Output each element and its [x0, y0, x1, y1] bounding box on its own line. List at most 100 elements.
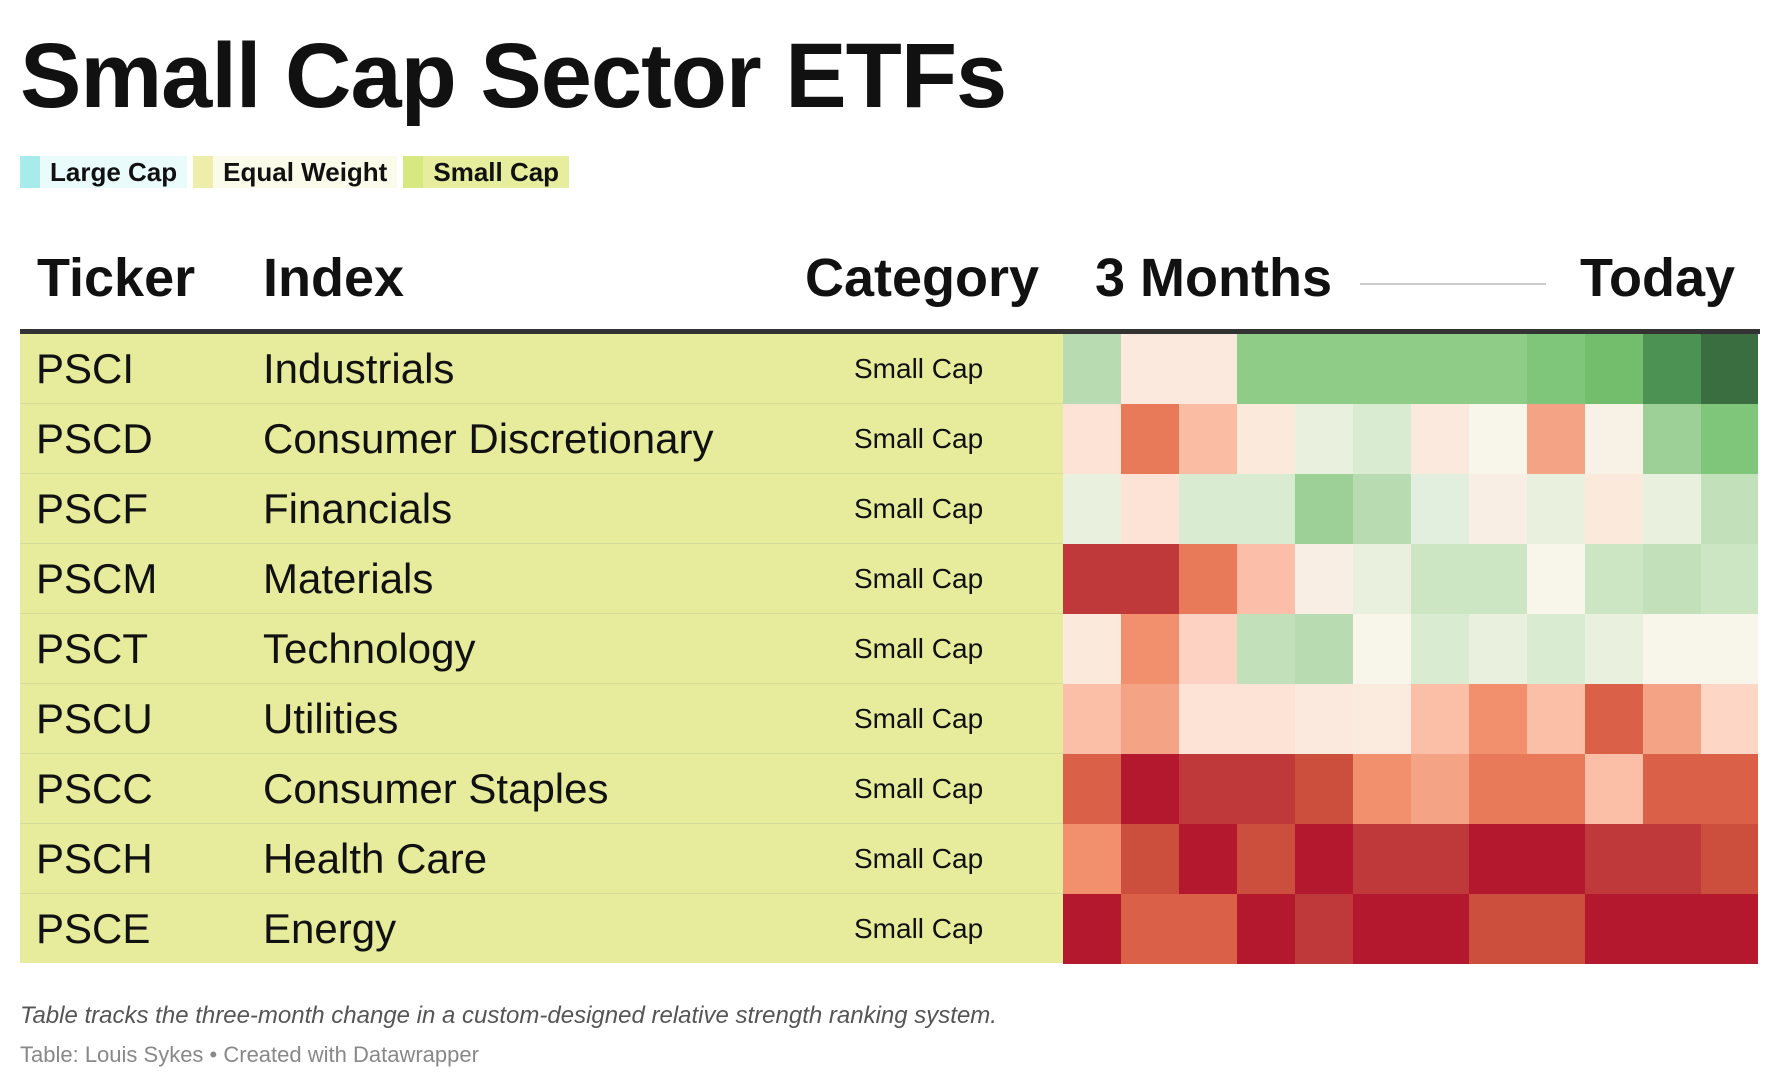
heatmap-cell [1469, 404, 1527, 474]
heatmap-cell [1063, 474, 1121, 544]
heatmap-cell [1179, 754, 1237, 824]
heatmap-cell [1643, 614, 1701, 684]
heatmap-cell [1643, 684, 1701, 754]
table-row: PSCH Health Care Small Cap [20, 824, 1760, 894]
heatmap-cell [1179, 614, 1237, 684]
heatmap-cell [1237, 614, 1295, 684]
heatmap-cell [1063, 404, 1121, 474]
header-3-months: 3 Months [1095, 248, 1332, 308]
heatmap-cell [1643, 894, 1701, 964]
heatmap-strip [1063, 334, 1758, 404]
heatmap-cell [1237, 544, 1295, 614]
index-cell: Financials [263, 485, 453, 532]
heatmap-cell [1585, 754, 1643, 824]
heatmap-cell [1701, 334, 1758, 404]
row-background [20, 614, 1063, 683]
heatmap-strip [1063, 684, 1758, 754]
heatmap-cell [1469, 684, 1527, 754]
row-separator [20, 683, 1063, 684]
ticker-cell: PSCH [36, 835, 153, 882]
heatmap-strip [1063, 404, 1758, 474]
row-background [20, 334, 1063, 403]
heatmap-cell [1527, 824, 1585, 894]
heatmap-strip [1063, 614, 1758, 684]
header-today: Today [1580, 248, 1736, 308]
heatmap-cell [1701, 544, 1758, 614]
heatmap-cell [1353, 684, 1411, 754]
legend-label: Large Cap [50, 156, 178, 187]
table-source: Table: Louis Sykes • Created with Datawr… [20, 1042, 479, 1067]
heatmap-cell [1411, 614, 1469, 684]
category-cell: Small Cap [854, 493, 984, 524]
row-separator [20, 473, 1063, 474]
heatmap-cell [1527, 894, 1585, 964]
row-separator [20, 543, 1063, 544]
index-cell: Health Care [263, 835, 488, 882]
heatmap-cell [1295, 544, 1353, 614]
index-cell: Utilities [263, 695, 399, 742]
legend-item: Equal Weight [193, 156, 398, 188]
table-row: PSCU Utilities Small Cap [20, 684, 1760, 754]
row-background [20, 684, 1063, 753]
heatmap-cell [1121, 474, 1179, 544]
heatmap-cell [1585, 684, 1643, 754]
heatmap-cell [1353, 404, 1411, 474]
heatmap-cell [1701, 474, 1758, 544]
heatmap-cell [1469, 334, 1527, 404]
header-category: Category [805, 248, 1040, 308]
heatmap-cell [1527, 754, 1585, 824]
category-cell: Small Cap [854, 563, 984, 594]
heatmap-cell [1237, 334, 1295, 404]
heatmap-cell [1643, 754, 1701, 824]
category-cell: Small Cap [854, 773, 984, 804]
heatmap-cell [1295, 824, 1353, 894]
heatmap-strip [1063, 754, 1758, 824]
heatmap-cell [1295, 894, 1353, 964]
heatmap-cell [1643, 334, 1701, 404]
heatmap-cell [1121, 544, 1179, 614]
heatmap-cell [1527, 334, 1585, 404]
heatmap-cell [1121, 894, 1179, 964]
header-index: Index [263, 248, 405, 308]
heatmap-cell [1469, 544, 1527, 614]
heatmap-cell [1527, 614, 1585, 684]
heatmap-cell [1295, 684, 1353, 754]
row-background [20, 404, 1063, 473]
heatmap-cell [1063, 544, 1121, 614]
heatmap-cell [1527, 474, 1585, 544]
heatmap-cell [1353, 614, 1411, 684]
heatmap-cell [1585, 474, 1643, 544]
heatmap-cell [1527, 544, 1585, 614]
ticker-cell: PSCT [36, 625, 149, 672]
row-background [20, 544, 1063, 613]
heatmap-cell [1701, 754, 1758, 824]
heatmap-cell [1121, 334, 1179, 404]
heatmap-cell [1295, 754, 1353, 824]
heatmap-cell [1585, 544, 1643, 614]
ticker-cell: PSCF [36, 485, 149, 532]
heatmap-cell [1411, 544, 1469, 614]
heatmap-cell [1411, 754, 1469, 824]
heatmap-cell [1179, 404, 1237, 474]
heatmap-cell [1585, 824, 1643, 894]
heatmap-cell [1353, 544, 1411, 614]
heatmap-cell [1179, 474, 1237, 544]
row-background [20, 894, 1063, 963]
heatmap-cell [1701, 404, 1758, 474]
category-cell: Small Cap [854, 353, 984, 384]
row-separator [20, 753, 1063, 754]
category-cell: Small Cap [854, 423, 984, 454]
row-background [20, 824, 1063, 893]
heatmap-cell [1179, 824, 1237, 894]
heatmap-cell [1237, 754, 1295, 824]
heatmap-cell [1063, 614, 1121, 684]
legend: Large Cap Equal Weight Small Cap [20, 156, 575, 188]
row-background [20, 754, 1063, 823]
row-separator [20, 823, 1063, 824]
heatmap-cell [1643, 474, 1701, 544]
row-separator [20, 613, 1063, 614]
legend-swatch [403, 156, 424, 188]
heatmap-cell [1411, 404, 1469, 474]
heatmap-cell [1469, 894, 1527, 964]
